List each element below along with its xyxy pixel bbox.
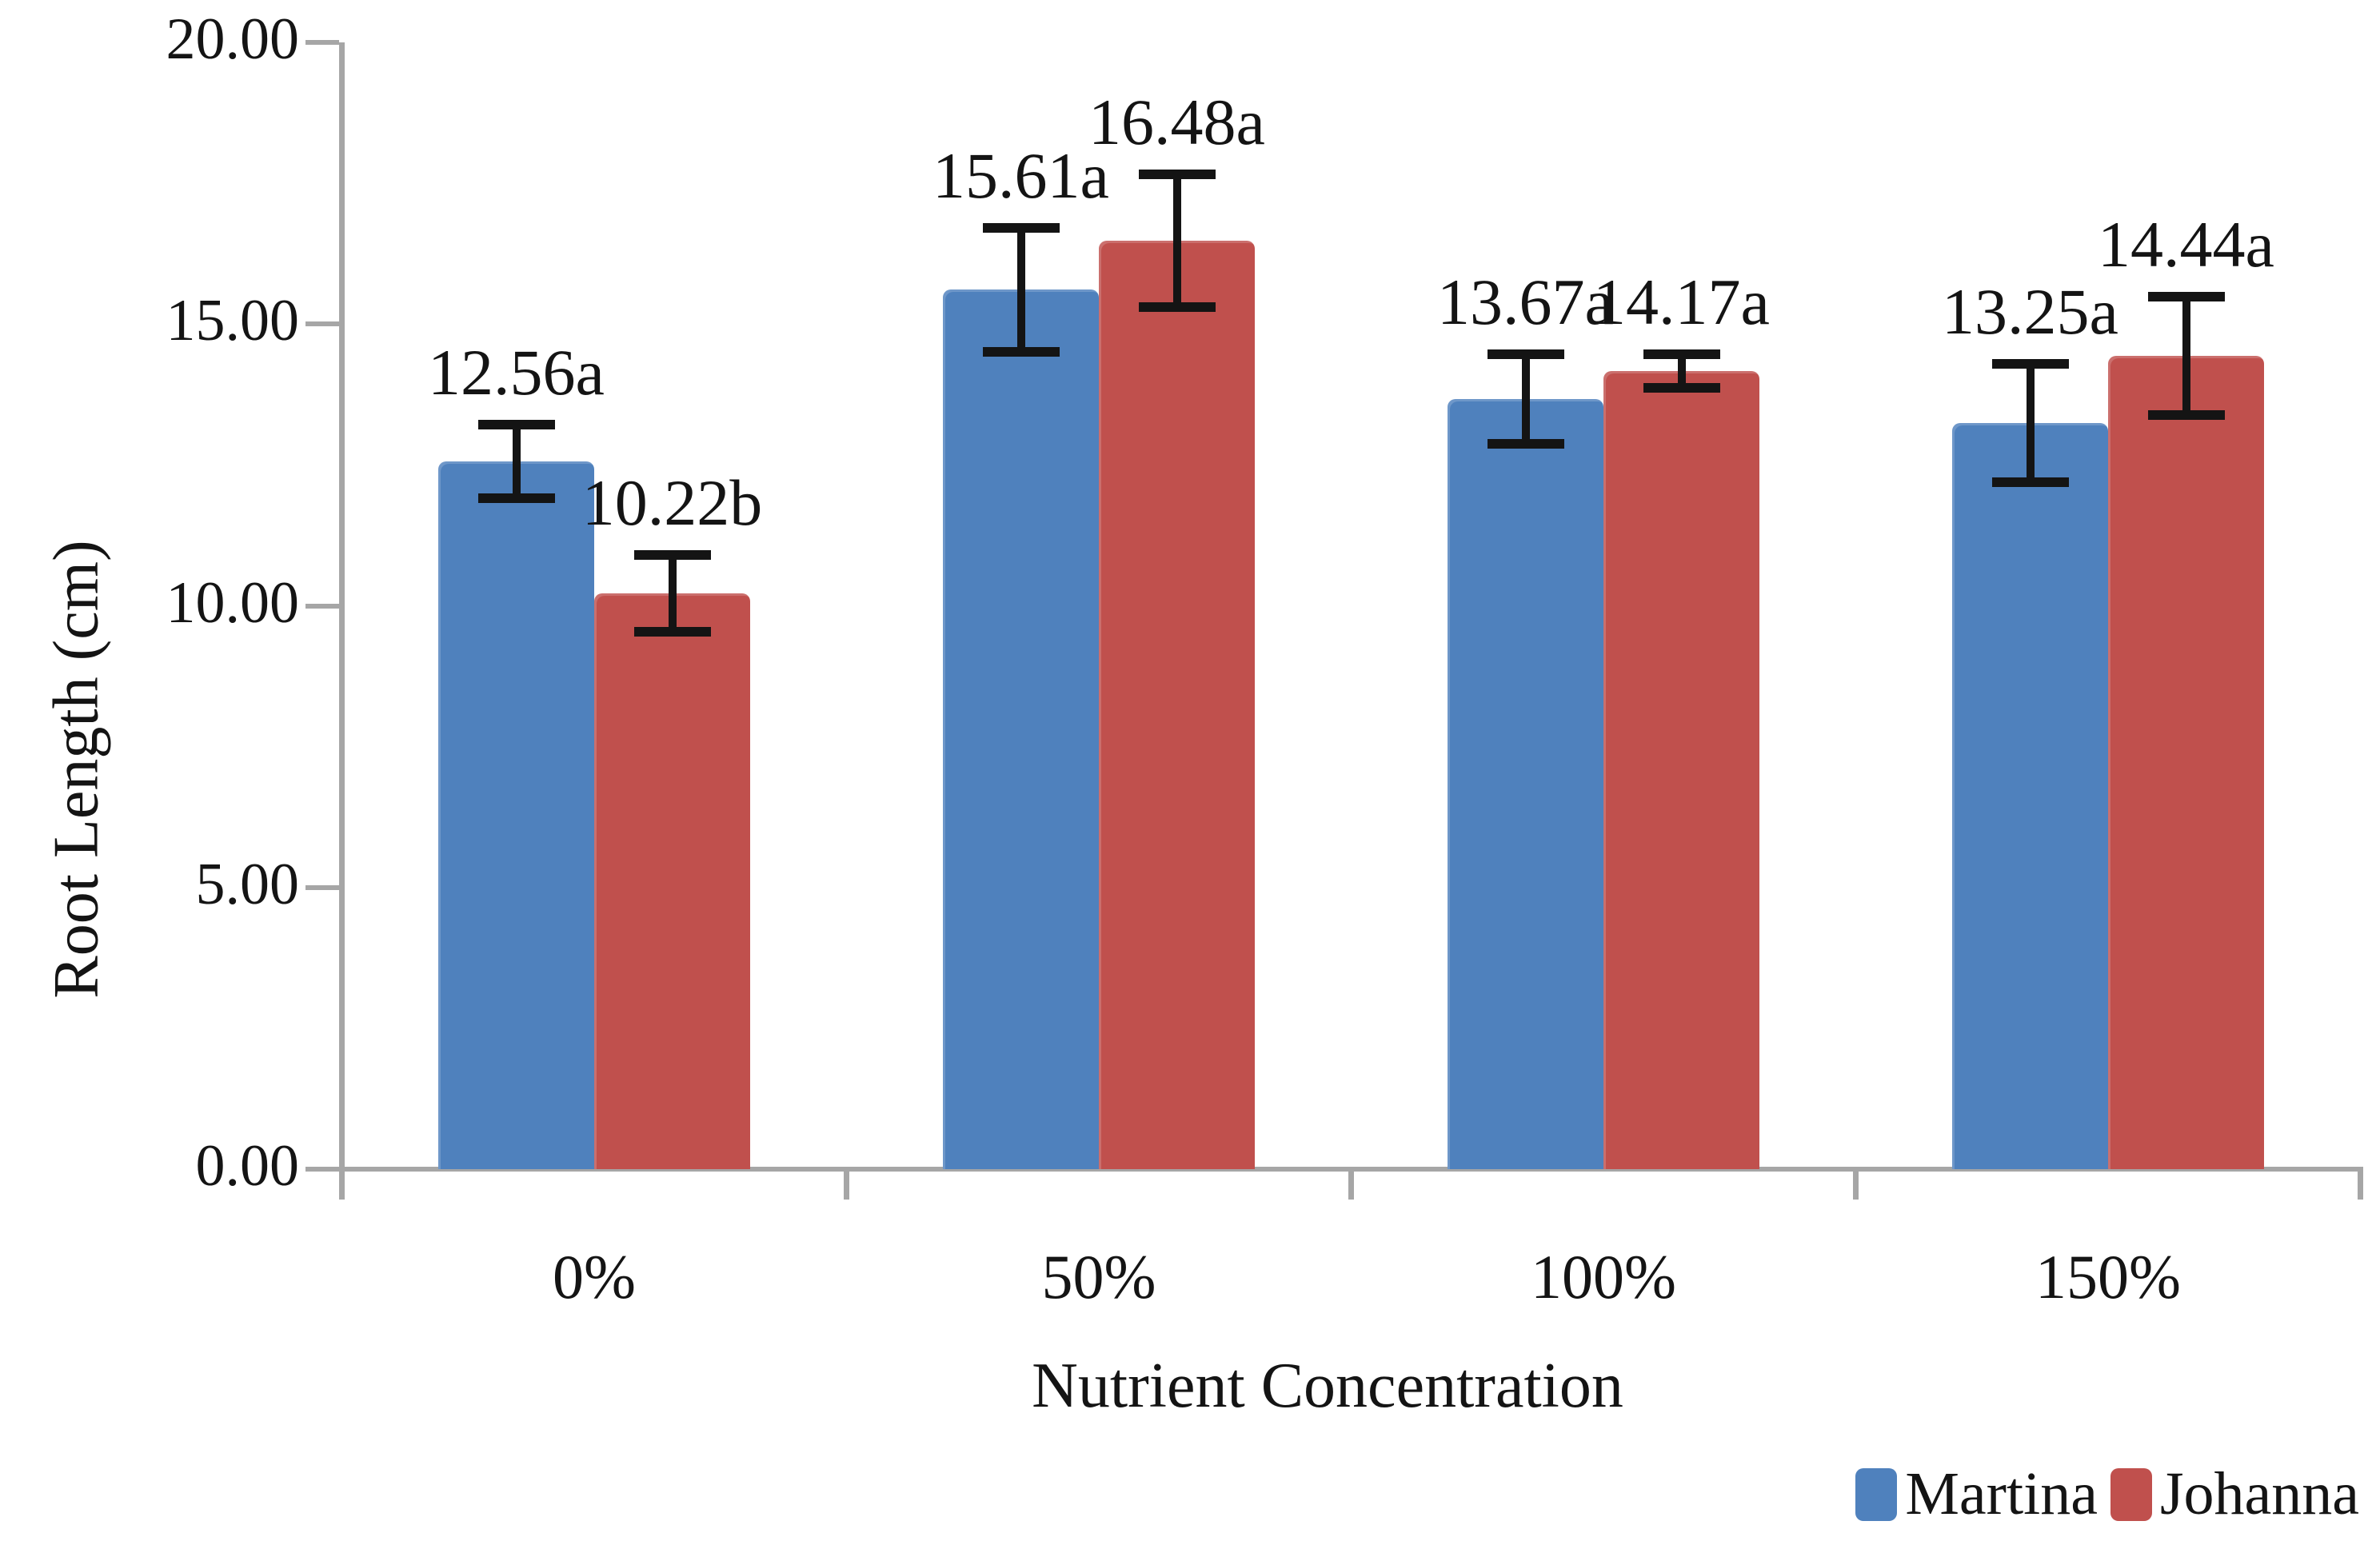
error-bar-martina-150pct-top-cap (1991, 358, 2069, 369)
error-bar-martina-0pct (512, 425, 521, 498)
x-tick-mark (1348, 1169, 1354, 1200)
error-bar-johanna-150pct (2182, 296, 2190, 415)
value-label-johanna-50pct: 16.48a (1088, 85, 1265, 158)
x-tick-mark (844, 1169, 849, 1200)
legend-swatch-martina (1855, 1467, 1898, 1521)
error-bar-martina-50pct-top-cap (982, 222, 1060, 233)
y-tick-mark (305, 884, 339, 890)
bar-martina-150pct (1952, 422, 2108, 1169)
y-tick-label: 10.00 (166, 569, 300, 636)
value-label-johanna-0pct: 10.22b (581, 466, 763, 540)
x-category-label: 100% (1531, 1242, 1676, 1311)
error-bar-johanna-150pct-top-cap (2147, 291, 2225, 301)
error-bar-johanna-50pct-top-cap (1138, 169, 1216, 179)
legend-swatch-johanna (2110, 1467, 2152, 1521)
value-label-martina-0pct: 12.56a (428, 336, 605, 409)
legend-label-johanna: Johanna (2159, 1460, 2359, 1527)
y-tick-label: 5.00 (195, 851, 300, 917)
error-bar-martina-100pct-top-cap (1487, 349, 1564, 359)
error-bar-johanna-0pct-bottom-cap (633, 626, 711, 637)
bar-martina-50pct (943, 289, 1099, 1169)
bar-johanna-0pct (594, 593, 750, 1169)
bar-johanna-150pct (2108, 355, 2264, 1169)
error-bar-martina-100pct-bottom-cap (1487, 439, 1564, 449)
error-bar-johanna-0pct (668, 555, 677, 632)
error-bar-johanna-50pct-bottom-cap (1138, 302, 1216, 313)
x-tick-mark (1853, 1169, 1859, 1200)
error-bar-martina-100pct (1521, 353, 1530, 445)
value-label-johanna-150pct: 14.44a (2098, 207, 2274, 281)
y-tick-mark (305, 40, 339, 45)
error-bar-martina-150pct-bottom-cap (1991, 477, 2069, 487)
x-category-label: 150% (2035, 1242, 2181, 1311)
error-bar-martina-50pct-bottom-cap (982, 346, 1060, 357)
error-bar-johanna-100pct-top-cap (1643, 349, 1720, 359)
error-bar-johanna-100pct-bottom-cap (1643, 382, 1720, 393)
error-bar-martina-50pct (1016, 227, 1025, 352)
bar-johanna-50pct (1099, 240, 1255, 1169)
value-label-martina-50pct: 15.61a (932, 138, 1109, 212)
error-bar-martina-0pct-top-cap (477, 420, 555, 430)
y-tick-mark (305, 603, 339, 609)
error-bar-martina-0pct-bottom-cap (477, 493, 555, 503)
x-category-label: 50% (1041, 1242, 1156, 1311)
y-axis-line (339, 42, 345, 1200)
value-label-martina-150pct: 13.25a (1942, 274, 2118, 348)
error-bar-johanna-50pct (1172, 174, 1181, 308)
bar-martina-100pct (1448, 398, 1603, 1169)
y-tick-label: 0.00 (195, 1133, 300, 1200)
bar-johanna-100pct (1603, 370, 1759, 1169)
legend-label-martina: Martina (1905, 1460, 2098, 1527)
y-tick-label: 20.00 (166, 6, 300, 73)
error-bar-martina-150pct (2026, 363, 2035, 482)
y-tick-mark (305, 1167, 339, 1172)
y-tick-mark (305, 321, 339, 327)
bar-martina-0pct (438, 461, 594, 1169)
x-tick-mark (2358, 1169, 2363, 1200)
error-bar-johanna-100pct (1677, 353, 1686, 388)
x-tick-mark (339, 1169, 345, 1200)
legend: Martina Johanna (1843, 1459, 2359, 1529)
y-tick-label: 15.00 (166, 288, 300, 354)
x-axis-title: Nutrient Concentration (1032, 1351, 1623, 1421)
x-category-label: 0% (553, 1242, 636, 1311)
value-label-martina-100pct: 13.67a (1437, 265, 1614, 338)
value-label-johanna-100pct: 14.17a (1593, 265, 1770, 338)
error-bar-johanna-0pct-top-cap (633, 550, 711, 561)
error-bar-johanna-150pct-bottom-cap (2147, 409, 2225, 420)
